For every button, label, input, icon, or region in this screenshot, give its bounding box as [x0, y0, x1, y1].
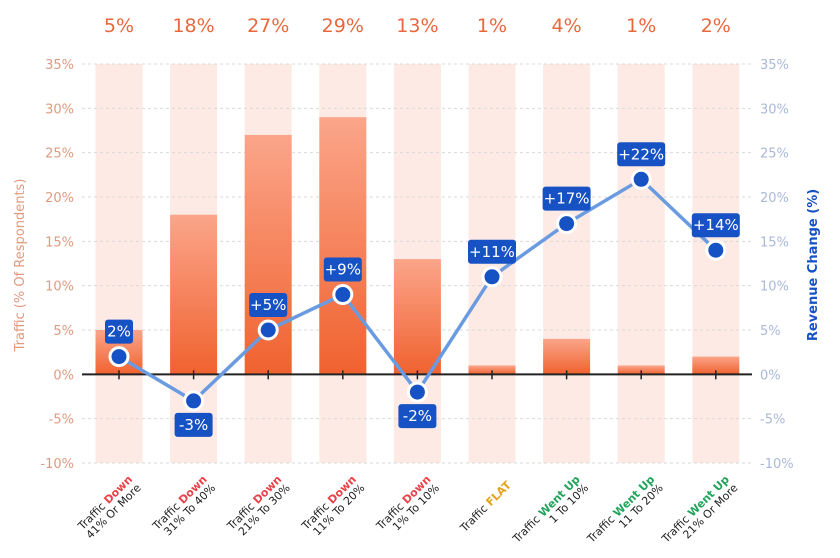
right-tick-label: 0%: [760, 368, 781, 383]
line-point: [257, 319, 279, 341]
bar: [543, 338, 591, 375]
point-value-label: +17%: [544, 190, 590, 208]
left-tick-label: 0%: [53, 368, 74, 383]
column-band: [543, 64, 591, 463]
bar-value-label: 29%: [322, 15, 364, 37]
line-point: [332, 284, 354, 306]
point-label-box: [468, 239, 516, 264]
line-point: [481, 266, 503, 288]
point-label-box: [105, 319, 133, 344]
point-value-label: +22%: [618, 145, 664, 163]
right-tick-label: 15%: [760, 235, 789, 250]
bar-value-label: 18%: [172, 15, 214, 37]
right-tick-label: -10%: [760, 457, 794, 472]
category-label: Traffic Went Up1 To 10%: [510, 473, 592, 546]
left-tick-label: 25%: [45, 147, 74, 162]
category-label: Traffic FLAT: [457, 478, 514, 535]
line-point: [108, 346, 130, 368]
line-point: [556, 213, 578, 235]
bar: [393, 259, 441, 375]
right-axis-title: Revenue Change (%): [806, 189, 821, 341]
right-tick-label: 25%: [760, 147, 789, 162]
point-label-box: [542, 186, 591, 211]
point-value-label: -2%: [403, 407, 432, 425]
bar-value-label: 13%: [396, 15, 438, 37]
category-prefix: Traffic: [510, 510, 546, 546]
bar-value-label: 2%: [701, 15, 731, 37]
column-band: [617, 64, 665, 463]
line-point: [183, 390, 205, 412]
point-value-label: +9%: [325, 261, 361, 279]
bar: [617, 365, 665, 375]
bar-value-label: 1%: [626, 15, 656, 37]
point-value-label: -3%: [179, 416, 208, 434]
point-label-box: [249, 293, 288, 317]
left-tick-label: 30%: [45, 102, 74, 117]
right-tick-label: -5%: [760, 413, 785, 428]
left-tick-label: 20%: [45, 191, 74, 206]
category-status: FLAT: [484, 478, 515, 509]
left-tick-label: -10%: [40, 457, 74, 472]
left-tick-label: 5%: [53, 324, 74, 339]
point-label-box: [323, 257, 362, 282]
point-label-box: [617, 142, 666, 167]
left-tick-label: 35%: [45, 58, 74, 73]
bar: [468, 365, 516, 375]
line-point: [630, 168, 652, 190]
point-value-label: +5%: [250, 296, 286, 314]
point-value-label: +14%: [693, 216, 739, 234]
point-value-label: 2%: [107, 323, 131, 341]
category-prefix: Traffic: [457, 500, 493, 536]
point-label-box: [691, 213, 740, 238]
bar-value-label: 4%: [552, 15, 582, 37]
right-tick-label: 35%: [760, 58, 789, 73]
column-band: [95, 64, 143, 463]
right-tick-label: 30%: [760, 102, 789, 117]
right-tick-label: 20%: [760, 191, 789, 206]
column-band: [692, 64, 740, 463]
left-axis-title: Traffic (% Of Respondents): [13, 179, 28, 353]
left-tick-label: 15%: [45, 235, 74, 250]
category-prefix: Traffic: [584, 510, 620, 546]
line-point: [406, 381, 428, 403]
line-point: [705, 239, 727, 261]
point-value-label: +11%: [469, 243, 515, 261]
bar-value-label: 1%: [477, 15, 507, 37]
right-tick-label: 5%: [760, 324, 781, 339]
right-tick-label: 10%: [760, 280, 789, 295]
bar: [692, 356, 740, 375]
point-label-box: [398, 404, 437, 429]
point-label-box: [174, 412, 213, 437]
left-tick-label: 10%: [45, 280, 74, 295]
category-line-1: Traffic FLAT: [457, 478, 514, 535]
bar-value-label: 27%: [247, 15, 289, 37]
bar: [170, 214, 218, 375]
bar: [319, 117, 367, 375]
bar-value-label: 5%: [104, 15, 134, 37]
left-tick-label: -5%: [49, 413, 74, 428]
